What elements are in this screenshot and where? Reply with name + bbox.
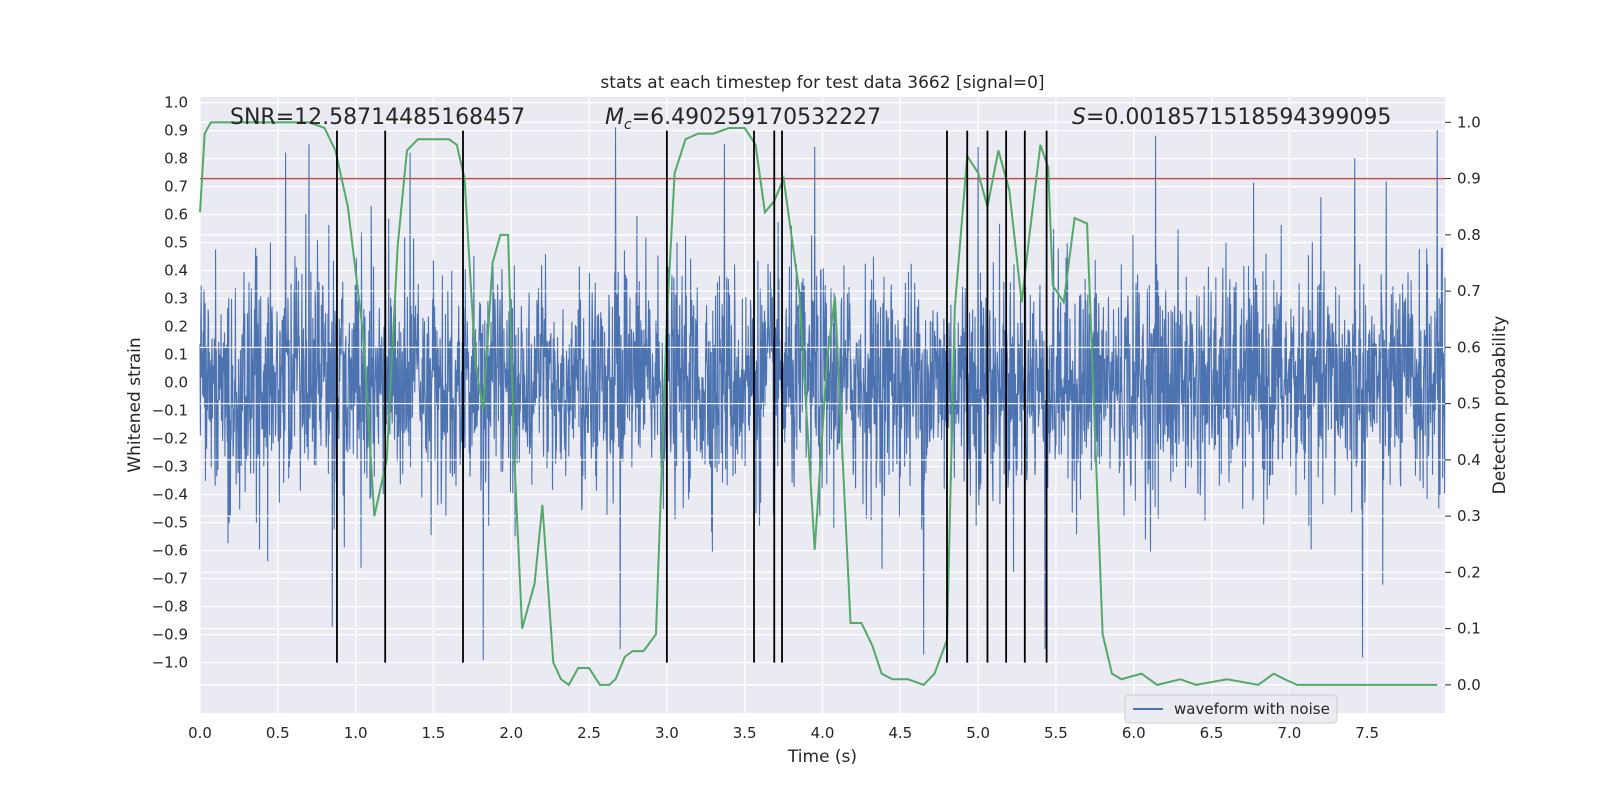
y2-tick-label: 0.2 (1457, 563, 1481, 581)
y-tick-label: 0.7 (164, 178, 188, 196)
y-tick-label: −0.4 (152, 486, 188, 504)
y-tick-label: −0.1 (152, 402, 188, 420)
y-tick-label: −0.3 (152, 458, 188, 476)
y2-tick-label: 0.1 (1457, 620, 1481, 638)
y2-tick-label: 0.0 (1457, 676, 1481, 694)
x-tick-label: 2.5 (577, 724, 601, 742)
y2-tick-label: 0.7 (1457, 282, 1481, 300)
y-tick-label: 0.5 (164, 234, 188, 252)
snr-annotation: SNR=12.58714485168457 (230, 105, 525, 130)
x-tick-label: 4.5 (888, 724, 912, 742)
chirp-mass-value: =6.490259170532227 (632, 105, 881, 130)
y-tick-label: 0.4 (164, 262, 188, 280)
detection-probability-series (199, 121, 1445, 687)
chart-title: stats at each timestep for test data 366… (600, 73, 1044, 93)
y-tick-label: 0.8 (164, 150, 188, 168)
y2-tick-label: 0.4 (1457, 451, 1481, 469)
legend-box (1124, 694, 1338, 724)
y-tick-label: −0.9 (152, 626, 188, 644)
y-tick-label: 0.3 (164, 290, 188, 308)
x-tick-label: 7.5 (1355, 724, 1379, 742)
x-tick-label: 6.5 (1200, 724, 1224, 742)
x-axis-label: Time (s) (787, 747, 857, 767)
chirp-mass-annotation: Mc=6.490259170532227 (605, 105, 881, 133)
waveform-line (199, 127, 1446, 661)
y2-tick-label: 0.9 (1457, 170, 1481, 188)
y2-tick-label: 1.0 (1457, 113, 1481, 131)
probability-line (199, 121, 1438, 687)
y2-axis-label: Detection probability (1490, 316, 1510, 495)
x-tick-label: 3.0 (655, 724, 679, 742)
x-tick-label: 6.0 (1122, 724, 1146, 742)
x-tick-label: 5.0 (966, 724, 990, 742)
y-tick-label: −0.7 (152, 570, 188, 588)
x-tick-label: 1.0 (344, 724, 368, 742)
x-tick-label: 0.0 (188, 724, 212, 742)
y-tick-label: 1.0 (164, 94, 188, 112)
y2-tick-label: 0.8 (1457, 226, 1481, 244)
y-tick-label: −0.6 (152, 542, 188, 560)
legend: waveform with noise (1124, 694, 1338, 724)
y2-tick-label: 0.6 (1457, 338, 1481, 356)
vertical-markers (336, 130, 1048, 663)
x-tick-label: 7.0 (1277, 724, 1301, 742)
y-tick-label: −1.0 (152, 654, 188, 672)
tick-labels: 0.0 0.5 1.0 1.5 2.0 2.5 3.0 3.5 4.0 4.5 5.0 5.5 6.0 6… (152, 94, 1481, 742)
y2-tick-label: 0.5 (1457, 395, 1481, 413)
x-tick-label: 1.5 (422, 724, 446, 742)
y-tick-label: 0.1 (164, 346, 188, 364)
y-tick-label: 0.6 (164, 206, 188, 224)
y-axis-label: Whitened strain (125, 337, 145, 472)
y-tick-label: −0.5 (152, 514, 188, 532)
y-tick-label: 0.0 (164, 374, 188, 392)
y2-tick-label: 0.3 (1457, 507, 1481, 525)
x-tick-label: 3.5 (733, 724, 757, 742)
y-tick-label: −0.2 (152, 430, 188, 448)
y-tick-label: −0.8 (152, 598, 188, 616)
x-tick-label: 5.5 (1044, 724, 1068, 742)
x-tick-label: 2.0 (499, 724, 523, 742)
chirp-mass-subscript: c (624, 117, 632, 133)
y-tick-label: 0.2 (164, 318, 188, 336)
x-tick-label: 4.0 (811, 724, 835, 742)
legend-label-waveform: waveform with noise (1174, 700, 1330, 718)
x-tick-label: 0.5 (266, 724, 290, 742)
chirp-mass-symbol: M (605, 105, 624, 130)
s-value: =0.0018571518594399095 (1086, 105, 1391, 130)
s-symbol: S (1072, 105, 1086, 130)
y-tick-label: 0.9 (164, 122, 188, 140)
s-annotation: S=0.0018571518594399095 (1072, 105, 1391, 130)
